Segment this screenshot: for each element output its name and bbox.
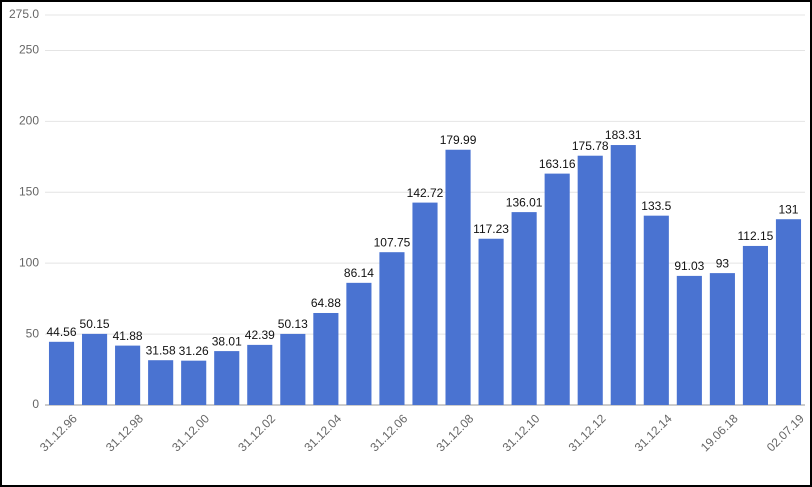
bar <box>709 273 735 405</box>
bar <box>214 351 240 405</box>
value-label: 117.23 <box>473 222 509 236</box>
bar <box>610 145 636 406</box>
bar <box>511 212 537 405</box>
value-label: 41.88 <box>113 329 143 343</box>
bar <box>181 360 207 405</box>
value-label: 131 <box>778 202 798 216</box>
y-tick-label: 100 <box>19 255 39 269</box>
bar <box>313 312 339 405</box>
bar <box>115 345 141 405</box>
value-label: 31.58 <box>146 343 176 357</box>
value-label: 183.31 <box>605 128 642 142</box>
bar <box>48 341 75 405</box>
value-label: 179.99 <box>440 133 477 147</box>
value-label: 107.75 <box>374 235 411 249</box>
y-tick-label: 150 <box>19 184 39 198</box>
bar <box>544 173 570 405</box>
bar <box>643 215 669 405</box>
bar <box>775 219 802 405</box>
value-label: 163.16 <box>539 157 576 171</box>
bar <box>445 149 471 405</box>
value-label: 142.72 <box>407 186 444 200</box>
value-label: 86.14 <box>344 266 374 280</box>
bar <box>379 252 405 405</box>
bar <box>346 282 372 405</box>
bar <box>676 275 702 405</box>
y-tick-label: 275.0 <box>9 7 39 21</box>
value-label: 50.15 <box>80 317 110 331</box>
value-label: 93 <box>716 256 730 270</box>
value-label: 42.39 <box>245 328 275 342</box>
bar <box>478 238 504 405</box>
value-label: 31.26 <box>179 344 209 358</box>
bar <box>742 245 768 405</box>
value-label: 136.01 <box>506 195 543 209</box>
bar <box>280 333 306 405</box>
bar <box>412 202 438 405</box>
bar <box>148 360 174 405</box>
y-tick-label: 0 <box>32 397 39 411</box>
bar <box>247 344 273 405</box>
y-tick-label: 200 <box>19 114 39 128</box>
value-label: 38.01 <box>212 334 242 348</box>
bar <box>577 155 603 405</box>
value-label: 112.15 <box>738 229 774 243</box>
bar <box>82 333 108 405</box>
value-label: 133.5 <box>641 199 671 213</box>
value-label: 175.78 <box>572 139 609 153</box>
value-label: 44.56 <box>47 325 77 339</box>
y-tick-label: 50 <box>26 326 40 340</box>
value-label: 91.03 <box>674 259 704 273</box>
value-label: 50.13 <box>278 317 308 331</box>
value-label: 64.88 <box>311 296 341 310</box>
y-tick-label: 250 <box>19 43 39 57</box>
